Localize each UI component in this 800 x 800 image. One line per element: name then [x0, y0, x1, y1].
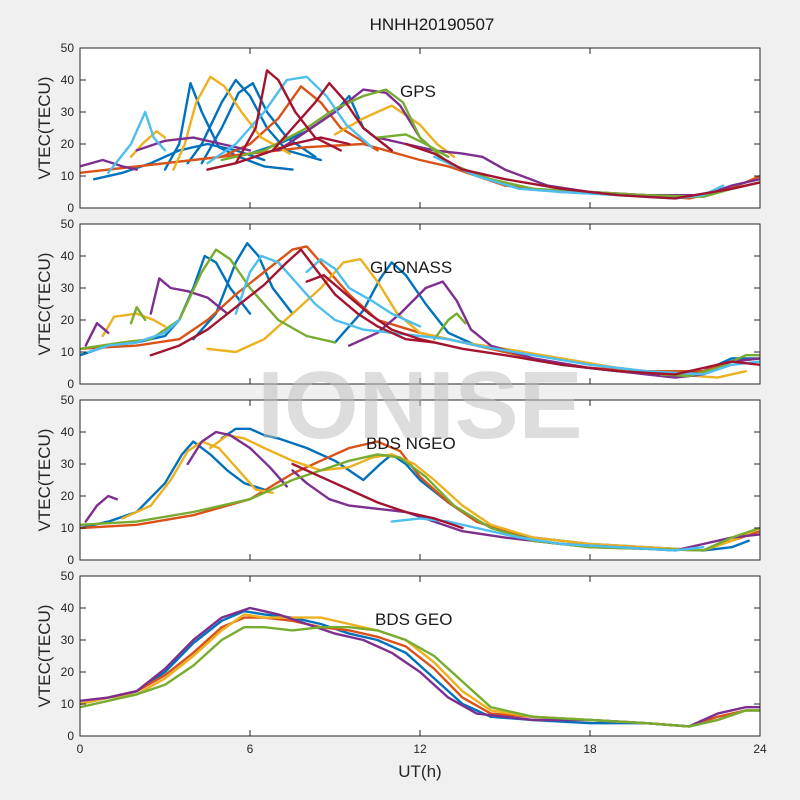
panel-label: GLONASS [370, 258, 452, 277]
y-tick-label: 40 [61, 425, 75, 439]
panel-glonass: 0 10 20 30 40 50 VTEC(TECU) GLONASS [35, 217, 761, 391]
series-line-16 [149, 248, 436, 357]
series-line-20 [271, 82, 393, 152]
series-line-7 [291, 469, 760, 552]
series-line-6 [220, 85, 379, 158]
x-tick-label: 24 [753, 742, 767, 756]
panel-bds-ngeo: 0 10 20 30 40 50 VTEC(TECU) BDS NGEO [35, 393, 761, 567]
series-line-18 [433, 155, 725, 200]
y-tick-label: 0 [67, 201, 74, 215]
y-tick-label: 50 [61, 41, 75, 55]
y-tick-label: 10 [61, 697, 75, 711]
series-line-13 [87, 318, 181, 354]
x-tick-label: 0 [77, 742, 84, 756]
series-line-10 [129, 306, 147, 325]
series-line-4 [80, 626, 760, 728]
x-axis-label: UT(h) [398, 762, 441, 781]
series-line-0 [80, 440, 266, 530]
x-tick-label: 12 [413, 742, 427, 756]
y-tick-label: 20 [61, 665, 75, 679]
panel-gps: 0 10 20 30 40 50 VTEC(TECU) GPS [35, 41, 761, 215]
series-group [80, 69, 760, 200]
watermark: IONISE [257, 352, 582, 459]
y-tick-label: 50 [61, 393, 75, 407]
series-line-4 [209, 434, 760, 552]
y-tick-label: 50 [61, 217, 75, 231]
series-line-15 [305, 258, 422, 328]
y-tick-label: 30 [61, 633, 75, 647]
series-line-22 [404, 142, 760, 200]
panel-bds-geo: 0 10 20 30 40 50 0 6 12 18 24 VTEC(TECU) BDS GEO [35, 569, 767, 756]
x-tick-label: 6 [247, 742, 254, 756]
series-line-17 [305, 274, 760, 376]
y-tick-label: 10 [61, 521, 75, 535]
y-axis-label: VTEC(TECU) [35, 429, 54, 532]
series-group [80, 242, 760, 379]
panels-group: 0 10 20 30 40 50 VTEC(TECU) GPS 0 10 20 30 40 50 VTEC(… [35, 41, 767, 756]
panel-label: BDS NGEO [366, 434, 456, 453]
y-tick-label: 40 [61, 73, 75, 87]
y-tick-label: 10 [61, 169, 75, 183]
series-line-10 [80, 158, 138, 171]
y-axis-label: VTEC(TECU) [35, 253, 54, 356]
y-tick-label: 30 [61, 105, 75, 119]
series-line-17 [206, 75, 373, 165]
y-axis-label: VTEC(TECU) [35, 605, 54, 708]
y-tick-label: 40 [61, 249, 75, 263]
y-tick-label: 50 [61, 569, 75, 583]
plot-area [80, 48, 760, 208]
x-tick-label: 18 [583, 742, 597, 756]
series-line-16 [107, 110, 167, 174]
series-line-5 [84, 494, 118, 523]
y-tick-label: 0 [67, 729, 74, 743]
series-line-7 [172, 75, 291, 171]
y-axis-label: VTEC(TECU) [35, 77, 54, 180]
series-line-6 [84, 322, 110, 347]
y-tick-label: 0 [67, 553, 74, 567]
series-line-7 [149, 277, 229, 315]
series-line-11 [433, 312, 467, 341]
y-tick-label: 30 [61, 281, 75, 295]
y-tick-label: 40 [61, 601, 75, 615]
series-group [80, 606, 760, 728]
series-line-9 [390, 517, 705, 552]
series-group [80, 427, 760, 552]
series-line-12 [659, 354, 760, 378]
series-line-21 [206, 136, 351, 171]
plot-area [80, 224, 760, 384]
series-line-10 [291, 462, 464, 530]
chart-title: HNHH20190507 [370, 15, 495, 34]
series-line-14 [220, 88, 760, 198]
series-line-4 [101, 312, 167, 338]
series-line-0 [163, 82, 294, 171]
y-tick-label: 20 [61, 489, 75, 503]
series-line-15 [376, 133, 450, 158]
series-line-6 [186, 430, 288, 488]
panel-label: GPS [400, 82, 436, 101]
y-tick-label: 20 [61, 137, 75, 151]
panel-label: BDS GEO [375, 610, 452, 629]
y-tick-label: 0 [67, 377, 74, 391]
y-tick-label: 10 [61, 345, 75, 359]
series-line-19 [234, 69, 342, 165]
y-tick-label: 30 [61, 457, 75, 471]
y-tick-label: 20 [61, 313, 75, 327]
